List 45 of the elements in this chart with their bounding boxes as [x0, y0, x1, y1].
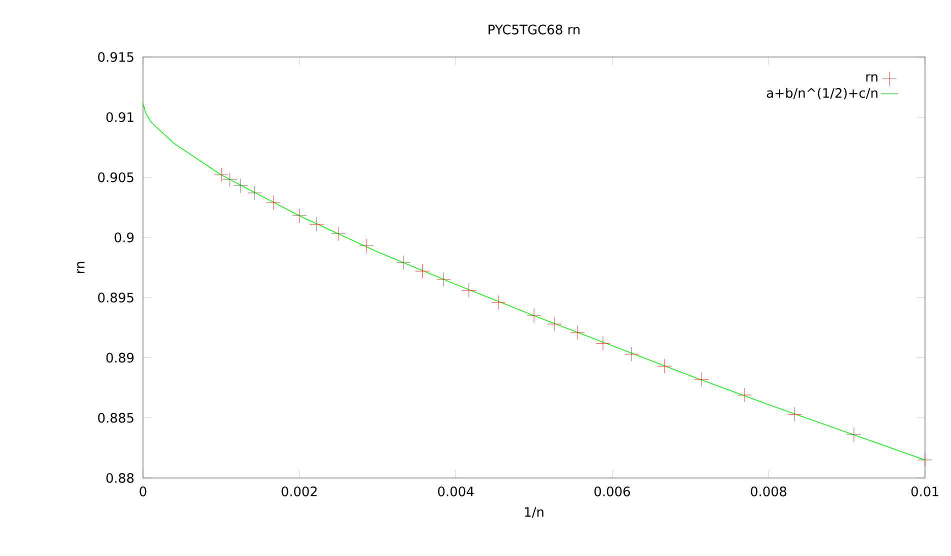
- y-tick-label: 0.91: [106, 112, 134, 122]
- point: [331, 226, 346, 242]
- y-tick-label: 0.9: [114, 232, 134, 242]
- point: [310, 216, 324, 232]
- legend-label: rn: [866, 74, 878, 82]
- point: [462, 283, 476, 298]
- point: [694, 372, 709, 387]
- point: [292, 208, 307, 223]
- y-tick-label: 0.88: [106, 473, 134, 483]
- x-tick-label: 0.006: [594, 486, 630, 496]
- point: [222, 172, 238, 187]
- point: [657, 358, 672, 374]
- y-tick-label: 0.895: [98, 292, 134, 302]
- line-series: [143, 102, 925, 460]
- x-tick-label: 0.008: [750, 486, 786, 496]
- point: [526, 308, 542, 323]
- point: [396, 255, 411, 270]
- point: [737, 388, 752, 402]
- legend-label: a+b/n^(1/2)+c/n: [766, 88, 878, 100]
- point: [918, 452, 932, 468]
- point: [596, 336, 610, 350]
- chart-title: PYC5TGC68 rn: [488, 24, 580, 34]
- x-tick-label: 0: [140, 486, 146, 496]
- x-axis-title: 1/n: [524, 507, 544, 518]
- y-tick-label: 0.885: [98, 412, 134, 423]
- point: [846, 427, 862, 442]
- point: [547, 316, 562, 332]
- point: [491, 295, 506, 310]
- y-axis-title: rn: [77, 262, 84, 273]
- x-tick-label: 0.002: [282, 486, 317, 496]
- point: [359, 238, 374, 254]
- point: [624, 346, 639, 362]
- point: [415, 264, 430, 278]
- point: [436, 272, 451, 287]
- point: [234, 178, 248, 193]
- point: [787, 407, 802, 422]
- x-tick-label: 0.01: [911, 486, 938, 496]
- y-tick-label: 0.905: [98, 172, 134, 182]
- point: [570, 325, 585, 340]
- point: [266, 195, 281, 210]
- point: [214, 168, 228, 182]
- y-tick-label: 0.89: [106, 352, 134, 363]
- point: [248, 186, 262, 200]
- y-tick-label: 0.915: [98, 52, 134, 62]
- x-tick-label: 0.004: [438, 486, 474, 496]
